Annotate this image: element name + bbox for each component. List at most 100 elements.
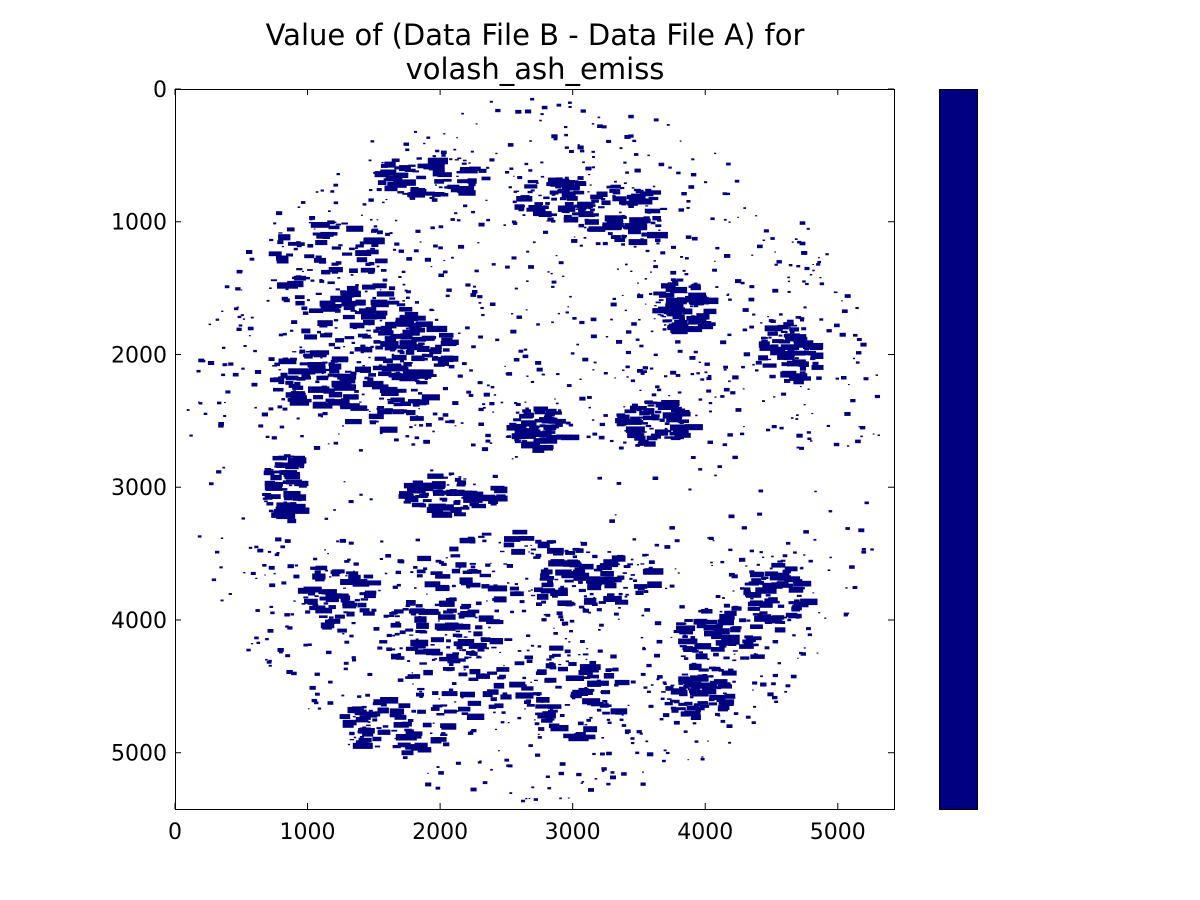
cloud-pixel xyxy=(742,639,749,644)
cloud-pixel xyxy=(670,684,675,687)
cloud-pixel xyxy=(788,586,804,593)
cloud-pixel xyxy=(617,575,625,580)
cloud-pixel xyxy=(442,387,448,391)
cloud-pixel xyxy=(189,434,193,437)
cloud-pixel xyxy=(407,660,411,662)
cloud-pixel xyxy=(423,669,433,676)
cloud-pixel xyxy=(450,218,455,221)
cloud-pixel xyxy=(398,179,416,186)
cloud-pixel xyxy=(334,221,337,223)
cloud-pixel xyxy=(506,372,513,376)
cloud-pixel xyxy=(408,399,420,404)
cloud-pixel xyxy=(810,440,813,442)
cloud-pixel xyxy=(273,573,276,575)
cloud-pixel xyxy=(745,715,751,719)
cloud-pixel xyxy=(696,313,710,320)
cloud-pixel xyxy=(311,698,318,703)
cloud-pixel xyxy=(732,590,735,592)
cloud-pixel xyxy=(371,608,377,612)
cloud-pixel xyxy=(293,507,298,509)
cloud-pixel xyxy=(858,426,861,428)
cloud-pixel xyxy=(779,426,784,430)
cloud-pixel xyxy=(448,364,455,369)
cloud-pixel xyxy=(489,638,503,645)
cloud-pixel xyxy=(564,549,569,553)
cloud-pixel xyxy=(360,214,363,216)
cloud-pixel xyxy=(352,286,356,289)
cloud-pixel xyxy=(432,412,438,416)
cloud-pixel xyxy=(253,349,257,353)
cloud-pixel xyxy=(311,588,316,591)
cloud-pixel xyxy=(772,339,784,344)
cloud-pixel xyxy=(679,314,685,318)
cloud-pixel xyxy=(678,638,698,645)
cloud-pixel xyxy=(315,240,328,246)
cloud-pixel xyxy=(328,605,336,610)
cloud-pixel xyxy=(434,318,439,321)
cloud-pixel xyxy=(421,353,434,358)
cloud-pixel xyxy=(339,538,346,543)
cloud-pixel xyxy=(795,316,802,319)
cloud-pixel xyxy=(715,246,720,250)
cloud-pixel xyxy=(614,612,619,616)
cloud-pixel xyxy=(403,403,408,406)
cloud-pixel xyxy=(754,653,756,655)
cloud-pixel xyxy=(527,433,533,437)
cloud-pixel xyxy=(571,239,578,243)
cloud-pixel xyxy=(561,191,576,198)
cloud-pixel xyxy=(328,267,343,273)
cloud-pixel xyxy=(459,649,462,651)
cloud-pixel xyxy=(683,685,690,689)
cloud-pixel xyxy=(600,570,614,577)
cloud-pixel xyxy=(596,608,602,612)
cloud-pixel xyxy=(359,592,366,596)
cloud-pixel xyxy=(697,323,714,330)
cloud-pixel xyxy=(548,540,554,544)
cloud-pixel xyxy=(622,369,625,371)
cloud-pixel xyxy=(796,414,799,416)
cloud-pixel xyxy=(791,241,794,243)
cloud-pixel xyxy=(409,196,416,200)
cloud-pixel xyxy=(396,303,406,307)
cloud-pixel xyxy=(774,700,779,703)
cloud-pixel xyxy=(670,270,677,275)
cloud-pixel xyxy=(255,577,258,580)
cloud-pixel xyxy=(495,152,498,155)
cloud-pixel xyxy=(278,333,284,337)
cloud-pixel xyxy=(615,418,629,424)
cloud-pixel xyxy=(454,425,457,427)
cloud-pixel xyxy=(788,339,794,342)
cloud-pixel xyxy=(408,736,410,738)
cloud-pixel xyxy=(700,655,705,658)
cloud-pixel xyxy=(709,322,716,326)
cloud-pixel xyxy=(689,299,704,306)
cloud-pixel xyxy=(723,387,730,392)
cloud-pixel xyxy=(262,493,271,496)
cloud-pixel xyxy=(788,264,793,267)
cloud-pixel xyxy=(604,597,611,602)
cloud-pixel xyxy=(367,381,372,384)
cloud-pixel xyxy=(287,564,294,569)
cloud-pixel xyxy=(320,596,325,600)
cloud-pixel xyxy=(346,225,364,232)
cloud-pixel xyxy=(203,412,208,415)
cloud-pixel xyxy=(793,378,804,385)
cloud-pixel xyxy=(265,435,270,438)
cloud-pixel xyxy=(296,244,302,248)
cloud-pixel xyxy=(353,736,357,739)
cloud-pixel xyxy=(551,134,558,139)
cloud-pixel xyxy=(596,565,612,570)
cloud-pixel xyxy=(325,593,342,599)
cloud-pixel xyxy=(788,326,791,328)
cloud-pixel xyxy=(523,412,535,418)
cloud-pixel xyxy=(773,396,776,398)
cloud-pixel xyxy=(674,414,683,418)
cloud-pixel xyxy=(777,348,786,353)
cloud-pixel xyxy=(688,285,693,288)
cloud-pixel xyxy=(606,782,611,786)
cloud-pixel xyxy=(528,169,533,172)
cloud-pixel xyxy=(583,595,587,598)
cloud-pixel xyxy=(440,733,448,736)
cloud-pixel xyxy=(481,584,490,589)
cloud-pixel xyxy=(355,284,359,287)
